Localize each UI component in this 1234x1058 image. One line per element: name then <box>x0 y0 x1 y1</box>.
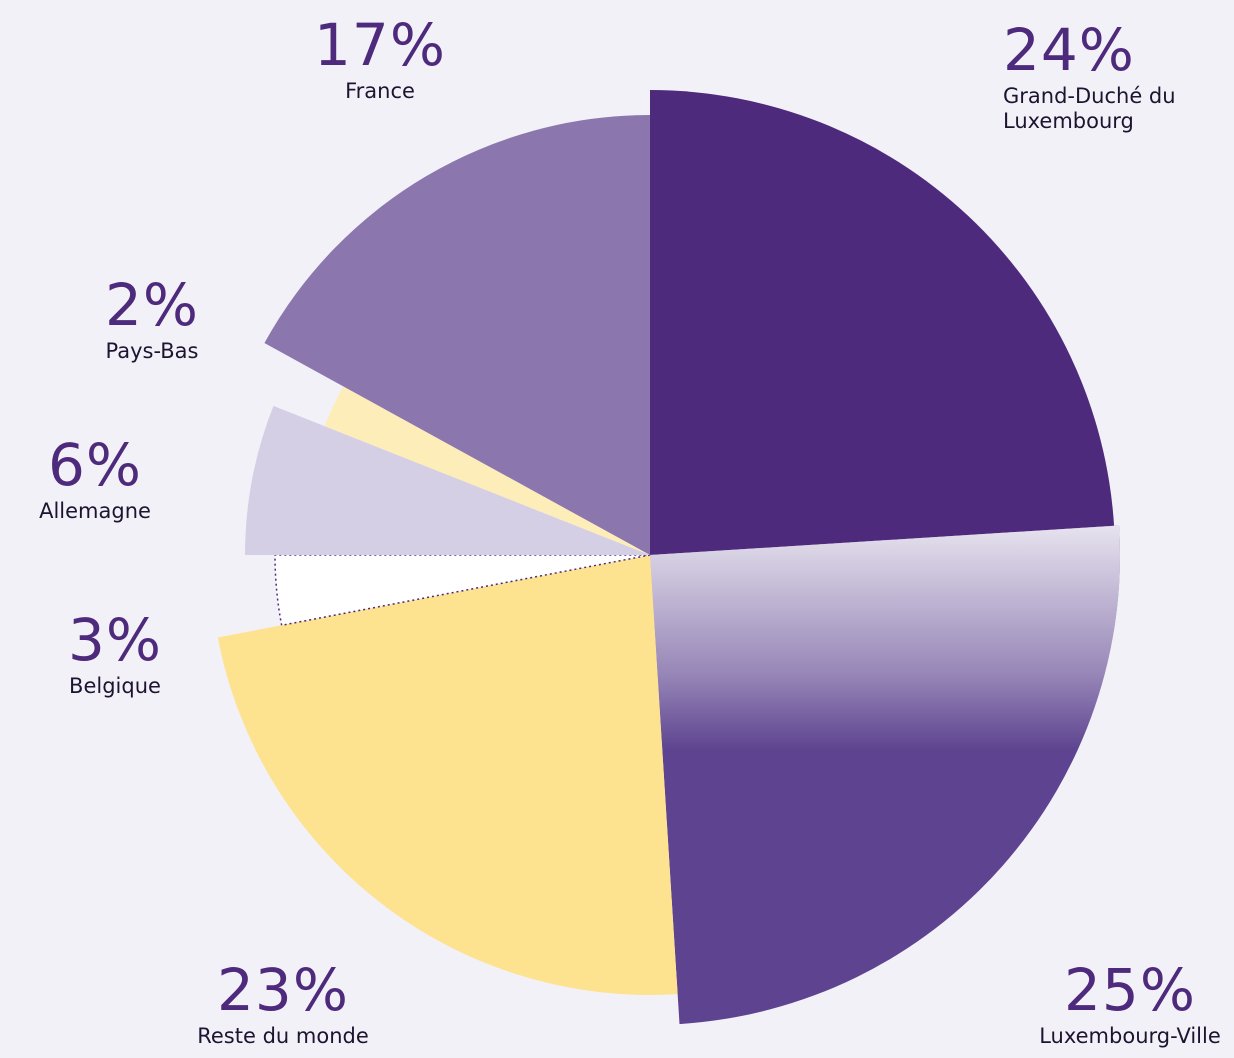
pie-slice <box>274 554 651 627</box>
photo-overlay <box>650 525 1120 1025</box>
category-label: France <box>345 79 415 103</box>
value-label: 24% <box>1003 16 1135 84</box>
category-label: Allemagne <box>39 499 151 523</box>
value-label: 17% <box>314 11 446 79</box>
pie-slice <box>217 555 678 995</box>
pie-slice <box>650 90 1115 555</box>
slice-label: 23% Reste du monde <box>133 960 433 1049</box>
slice-label: 6% Allemagne <box>0 435 245 524</box>
pie-slice <box>324 386 650 555</box>
value-label: 6% <box>47 431 142 499</box>
slice-label: 3% Belgique <box>0 610 265 699</box>
pie-slice <box>264 115 650 555</box>
value-label: 25% <box>1064 956 1196 1024</box>
slice-label: 17% France <box>230 15 530 104</box>
value-label: 3% <box>67 606 162 674</box>
slice-label: 2% Pays-Bas <box>2 275 302 364</box>
value-label: 23% <box>217 956 349 1024</box>
category-label: Grand-Duché du Luxembourg <box>1003 84 1176 133</box>
pie-slice <box>245 405 650 555</box>
category-label: Reste du monde <box>197 1024 369 1048</box>
slice-label: 25% Luxembourg-Ville <box>980 960 1234 1049</box>
slice-label: 24% Grand-Duché du Luxembourg <box>1003 20 1193 134</box>
category-label: Belgique <box>69 674 161 698</box>
value-label: 2% <box>104 271 199 339</box>
category-label: Luxembourg-Ville <box>1039 1024 1221 1048</box>
category-label: Pays-Bas <box>105 339 199 363</box>
